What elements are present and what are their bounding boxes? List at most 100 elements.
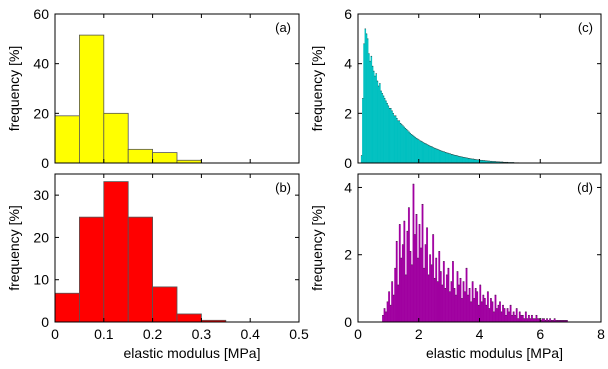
histogram-bar: [521, 315, 524, 323]
histogram-bar: [458, 156, 460, 164]
histogram-bar: [408, 131, 410, 164]
y-tick-label: 20: [33, 229, 49, 245]
x-tick-label: 2: [415, 326, 423, 342]
histogram-bar: [518, 311, 521, 323]
histogram-bar: [426, 227, 429, 323]
y-tick-label: 60: [33, 6, 49, 22]
histogram-bar: [464, 291, 466, 323]
histogram-bar: [382, 315, 384, 323]
histogram-bar: [549, 318, 552, 323]
histogram-bar: [127, 148, 153, 164]
histogram-bar: [470, 158, 472, 164]
histogram-bar: [420, 247, 422, 323]
y-axis-label: frequency [%]: [309, 46, 325, 132]
axes-frame: [54, 13, 300, 164]
histogram-bar: [423, 268, 425, 323]
histogram-bar: [482, 294, 485, 323]
histogram-bar: [473, 298, 476, 323]
histogram-bar: [455, 155, 458, 164]
histogram-bar: [364, 28, 367, 164]
y-tick-label: 0: [344, 314, 352, 330]
histogram-bar: [419, 140, 421, 164]
histogram-bar: [543, 318, 545, 323]
histogram-bar: [397, 284, 400, 323]
histogram-bar: [365, 33, 368, 164]
y-axis-label: frequency [%]: [6, 205, 22, 291]
panel-b: 0 10 20 30 0 0.1 0.2 0.3 0.4 0.5 (b) frequency [%] e…: [6, 173, 309, 361]
histogram-bar: [376, 80, 379, 164]
x-tick-label: 0.2: [143, 326, 163, 342]
histogram-bar: [415, 138, 418, 164]
histogram-bar: [453, 154, 455, 164]
histogram-bar: [402, 125, 404, 164]
histogram-bar: [431, 146, 433, 164]
histogram-bar: [483, 298, 486, 323]
histogram-bar: [443, 151, 446, 164]
histogram-bar: [400, 257, 403, 323]
histogram-bar: [383, 308, 386, 323]
histogram-bar: [410, 134, 413, 164]
histogram-bar: [427, 274, 430, 323]
histogram-bar: [398, 224, 401, 323]
histogram-bar: [454, 155, 456, 164]
histogram-bar: [530, 315, 533, 323]
x-tick-label: 0.4: [240, 326, 260, 342]
histogram-bar: [432, 147, 435, 164]
histogram-bar: [499, 301, 501, 323]
panel-c: 0 2 4 6 (c) frequency [%]: [309, 6, 602, 171]
x-tick-label: 0.3: [192, 326, 212, 342]
histogram-bar: [386, 103, 388, 164]
histogram-bar: [377, 85, 380, 164]
histogram-bar: [127, 216, 153, 323]
histogram-bar: [360, 155, 363, 164]
histogram-bar: [391, 110, 393, 164]
y-tick-label: 0: [344, 155, 352, 171]
x-tick-label: 0: [354, 326, 362, 342]
histogram-bar: [389, 305, 392, 323]
histogram-bar: [517, 318, 520, 323]
histogram-bar: [520, 315, 523, 323]
x-tick-label: 0.1: [94, 326, 114, 342]
histogram-bar: [413, 136, 415, 164]
histogram-bar: [386, 301, 389, 323]
histogram-bar: [405, 129, 408, 164]
histogram-bar: [394, 268, 397, 323]
y-tick-label: 4: [344, 56, 352, 72]
histogram-bar: [447, 268, 450, 323]
histogram-bar: [468, 288, 471, 323]
histogram-bar: [406, 231, 409, 323]
histogram-bar: [441, 150, 443, 164]
y-axis-label: frequency [%]: [309, 205, 325, 291]
histogram-bar: [433, 147, 436, 164]
histogram-bar: [432, 234, 435, 323]
histogram-bar: [494, 294, 497, 323]
histogram-bar: [472, 158, 475, 164]
histogram-bar: [537, 318, 539, 323]
histogram-bar: [385, 100, 387, 164]
histogram-bar: [524, 311, 527, 323]
histogram-bar: [371, 66, 374, 164]
histogram-bar: [441, 284, 444, 323]
y-axis-label: frequency [%]: [6, 46, 22, 132]
histogram-bar: [444, 152, 447, 164]
panel-label: (a): [275, 20, 291, 35]
histogram-bar: [400, 124, 403, 164]
histogram-bar: [374, 75, 376, 164]
histogram-bar: [465, 268, 468, 323]
histogram-bar: [425, 143, 427, 164]
histogram-bar: [473, 159, 476, 164]
x-tick-label: 4: [476, 326, 484, 342]
histogram-bar: [488, 308, 491, 323]
panel-d: 0 2 4 0 2 4 6 8 (d) frequency [%] elastic modulus …: [309, 173, 605, 361]
histogram-bar: [491, 301, 494, 323]
histogram-bar: [414, 137, 416, 164]
x-tick-label: 0.5: [289, 326, 309, 342]
x-axis-label: elastic modulus [MPa]: [124, 345, 261, 361]
histogram-bar: [469, 158, 471, 164]
histogram-bar: [379, 83, 381, 164]
histogram-bar: [475, 159, 477, 164]
y-tick-label: 4: [344, 179, 352, 195]
histogram-bar: [392, 294, 395, 323]
histogram-bar: [421, 204, 424, 323]
histogram-bar: [502, 305, 504, 323]
